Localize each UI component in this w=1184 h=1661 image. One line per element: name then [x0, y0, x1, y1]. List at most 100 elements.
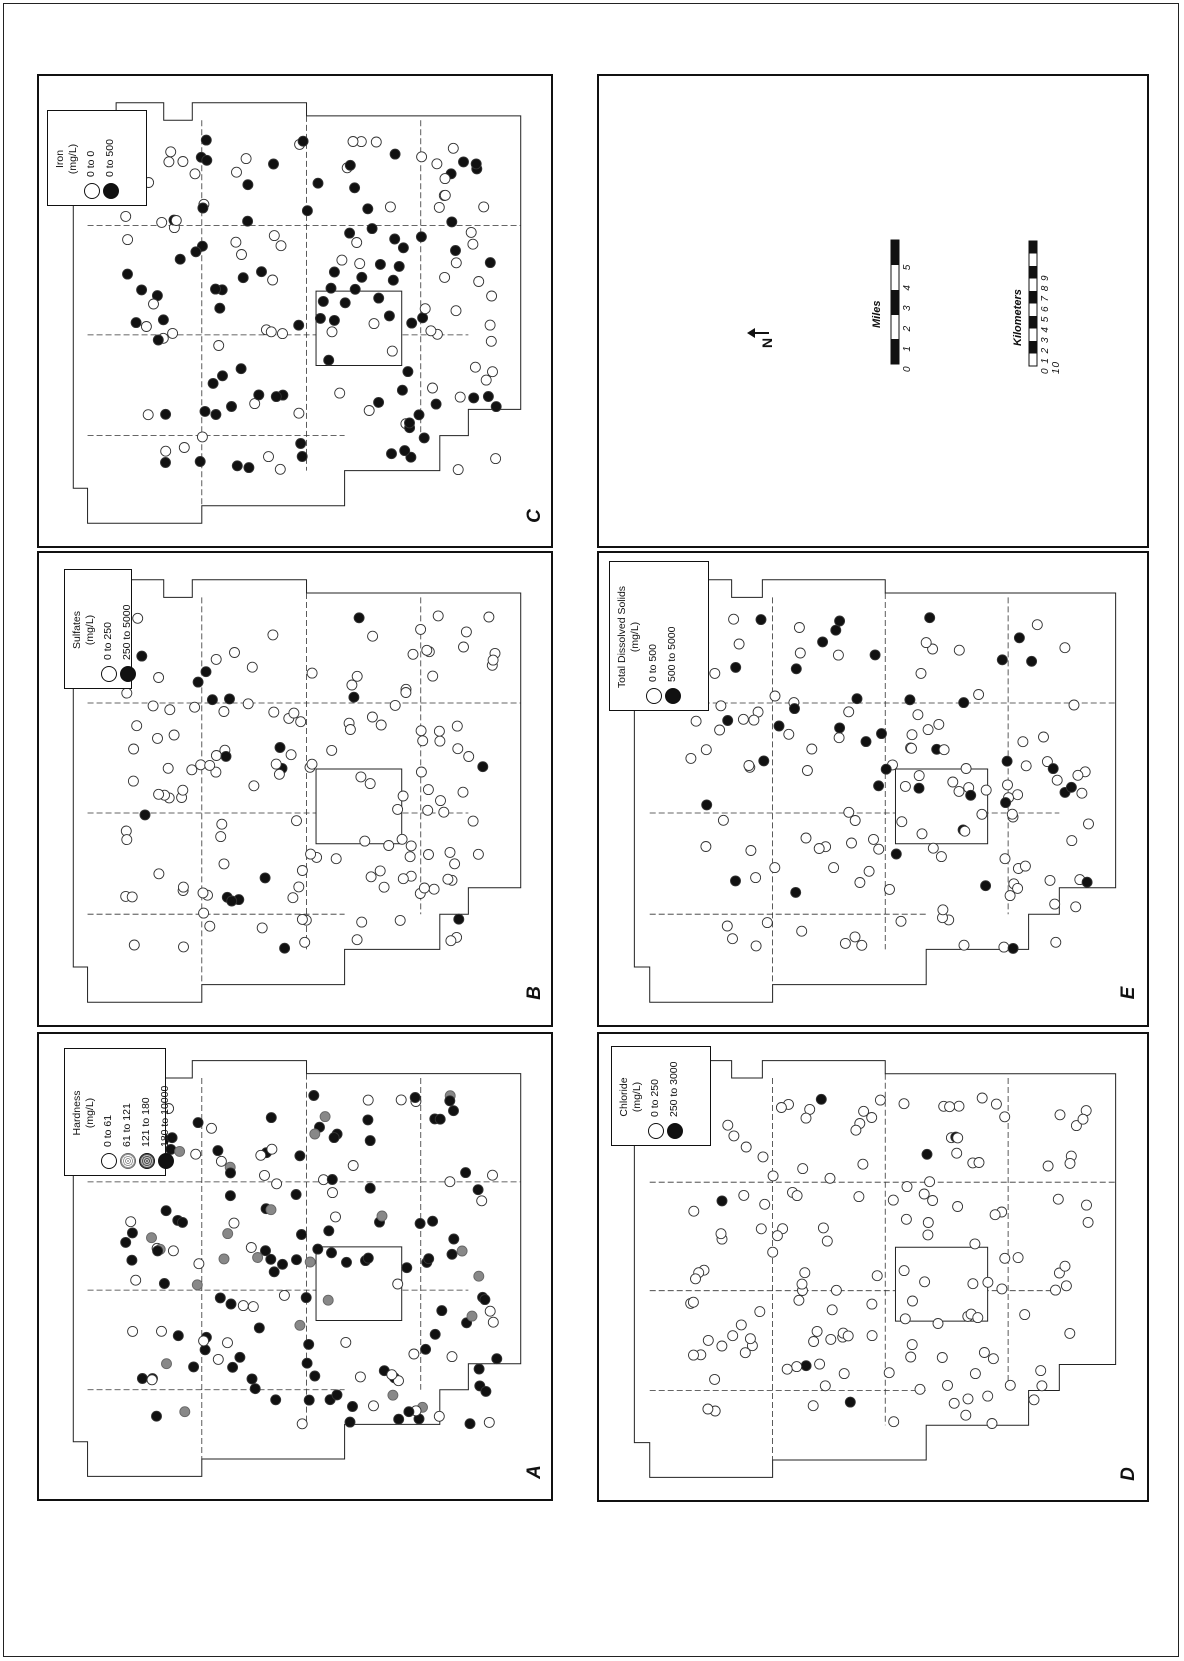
well-point	[434, 735, 446, 747]
well-point	[825, 1333, 837, 1345]
well-point	[198, 907, 210, 919]
well-point	[142, 409, 154, 421]
legend-item: 0 to 500	[644, 570, 663, 704]
well-point	[450, 245, 461, 256]
well-point	[899, 780, 911, 792]
well-point	[853, 1191, 865, 1203]
well-point	[808, 1336, 820, 1347]
filled-circle-icon	[157, 1153, 174, 1169]
well-point	[953, 1100, 965, 1112]
well-point	[807, 1400, 819, 1412]
well-point	[265, 326, 277, 338]
well-point	[1041, 756, 1053, 768]
well-point	[236, 249, 247, 260]
well-point	[152, 1245, 164, 1257]
chloride-map-canvas	[633, 1060, 1117, 1478]
well-point	[1000, 797, 1012, 809]
well-point	[423, 849, 434, 860]
well-point	[790, 886, 802, 898]
well-point	[139, 809, 151, 821]
county-boundary	[633, 579, 1117, 1003]
well-point	[245, 1242, 257, 1253]
well-point	[1028, 1394, 1040, 1406]
well-point	[906, 729, 918, 741]
well-point	[127, 775, 139, 787]
well-point	[366, 223, 378, 235]
well-point	[863, 865, 875, 877]
well-point	[920, 637, 932, 649]
well-point	[326, 326, 338, 338]
well-point	[255, 1149, 267, 1161]
well-point	[296, 913, 308, 925]
well-point	[952, 1132, 964, 1144]
well-point	[364, 1135, 376, 1147]
well-point	[904, 694, 916, 706]
panel-letter: E	[1118, 986, 1139, 1000]
well-point	[192, 676, 204, 688]
well-point	[323, 354, 335, 366]
well-point	[982, 1390, 994, 1402]
well-point	[871, 1270, 883, 1282]
well-point	[433, 1410, 445, 1422]
well-point	[843, 706, 855, 718]
well-point	[327, 1187, 338, 1199]
well-point	[354, 258, 366, 270]
well-point	[373, 292, 385, 304]
legend-item-label: 0 to 0	[85, 150, 97, 177]
well-point	[797, 1163, 809, 1175]
well-point	[222, 1228, 234, 1240]
well-point	[406, 317, 418, 329]
well-point	[924, 1176, 936, 1188]
well-point	[978, 1347, 990, 1358]
well-point	[210, 409, 222, 420]
well-point	[922, 724, 934, 736]
well-point	[1036, 1380, 1048, 1392]
well-point	[794, 647, 806, 659]
well-point	[901, 1181, 913, 1193]
well-point	[362, 1114, 374, 1126]
well-point	[212, 1145, 224, 1157]
well-point	[851, 693, 863, 705]
legend-item-label: 0 to 250	[102, 622, 114, 660]
well-point	[378, 881, 390, 893]
well-point	[174, 253, 186, 265]
iron-legend: Iron (mg/L) 0 to 0 0 to 500	[47, 110, 147, 206]
well-point	[701, 799, 713, 811]
well-point	[248, 780, 260, 792]
well-point	[460, 1167, 472, 1179]
well-point	[727, 933, 738, 945]
well-point	[1068, 699, 1080, 711]
legend-title: Sulfates	[71, 611, 83, 649]
well-point	[873, 780, 885, 792]
well-point	[253, 1322, 265, 1334]
well-point	[268, 230, 280, 242]
panel-sulfates-map: Sulfates (mg/L) 0 to 250 250 to 5000 B	[37, 551, 553, 1027]
filled-circle-icon	[119, 666, 136, 682]
well-point	[246, 1373, 258, 1385]
well-point	[393, 1375, 404, 1387]
well-point	[869, 649, 881, 661]
well-point	[1072, 769, 1084, 781]
well-point	[448, 1105, 459, 1117]
well-point	[136, 1373, 148, 1384]
well-point	[136, 284, 148, 296]
well-point	[467, 238, 479, 250]
well-point	[331, 1389, 343, 1401]
well-point	[482, 391, 494, 402]
well-point	[793, 1294, 805, 1306]
well-point	[439, 189, 451, 201]
well-point	[887, 1194, 899, 1206]
well-point	[290, 1189, 302, 1200]
excluded-area	[894, 768, 989, 845]
well-point	[399, 445, 411, 457]
well-point	[204, 920, 216, 932]
well-point	[883, 1367, 895, 1379]
well-point	[126, 891, 138, 903]
well-point	[918, 1188, 930, 1200]
well-point	[277, 1258, 288, 1270]
well-point	[199, 1344, 211, 1356]
well-point	[1001, 755, 1013, 767]
well-point	[227, 1361, 239, 1373]
well-point	[1081, 1199, 1092, 1211]
well-point	[800, 1360, 812, 1372]
